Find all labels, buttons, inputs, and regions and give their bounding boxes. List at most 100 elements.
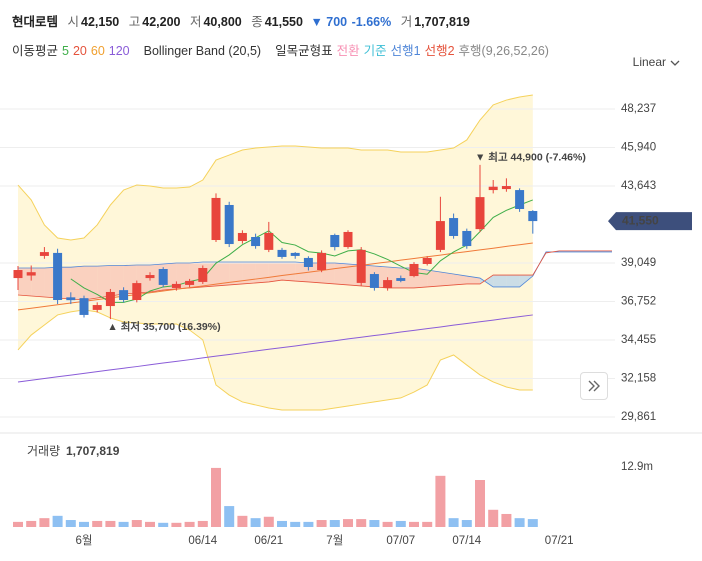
- volume-title: 거래량: [27, 444, 60, 458]
- volume-bar: [118, 521, 129, 527]
- volume-bar: [263, 516, 274, 527]
- candle-body: [171, 283, 181, 288]
- candle-body: [356, 249, 366, 283]
- candle-body: [488, 186, 498, 191]
- label: 종: [251, 15, 263, 29]
- label: 저: [189, 15, 202, 29]
- x-tick-label: 07/14: [452, 535, 481, 547]
- candle-body: [303, 257, 313, 267]
- scroll-right-button[interactable]: [580, 372, 608, 400]
- y-tick-label: 36,752: [621, 296, 656, 308]
- chevron: [670, 60, 680, 66]
- cloud-fill: [334, 262, 348, 285]
- volume-bar: [329, 520, 340, 527]
- ma-line: [70, 199, 533, 303]
- volume-bar: [211, 467, 221, 527]
- label: 시: [67, 15, 80, 29]
- annotation-low: ▲ 최저 35,700 (16.39%): [107, 320, 220, 333]
- volume-bar: [250, 518, 261, 527]
- label: 고: [128, 15, 141, 29]
- scale-mode[interactable]: Linear: [632, 55, 666, 69]
- price-badge-label: 41,550: [622, 214, 659, 228]
- candle-body: [383, 280, 393, 288]
- value: 1,707,819: [414, 15, 470, 29]
- y-tick-label: 32,158: [621, 373, 656, 385]
- volume-bar: [92, 520, 103, 527]
- legend-entry: 기준: [363, 44, 387, 58]
- legend-entry: 120: [108, 44, 130, 58]
- cloud-fill: [440, 272, 454, 286]
- candle-body: [343, 231, 353, 248]
- cloud-fill: [229, 261, 243, 285]
- span2-line: [17, 250, 612, 301]
- volume-bar: [131, 520, 142, 527]
- candle-body: [26, 272, 36, 276]
- x-tick-label: 07/21: [545, 535, 574, 547]
- candle-body: [132, 283, 142, 301]
- y-tick-label: 29,861: [621, 411, 656, 423]
- y-tick-label: 48,237: [621, 103, 656, 115]
- volume-bar: [409, 521, 419, 527]
- candle-body: [435, 221, 445, 250]
- annotation-high: ▼ 최고 44,900 (-7.46%): [475, 151, 586, 164]
- candle-body: [13, 270, 23, 279]
- volume-bar: [395, 520, 406, 527]
- volume-bar: [475, 480, 485, 527]
- legend-entry: 전환: [336, 44, 360, 58]
- volume-value: 1,707,819: [66, 444, 120, 458]
- x-tick-label: 07/07: [386, 535, 415, 547]
- cloud-fill: [268, 261, 282, 282]
- candle-body: [396, 278, 406, 281]
- volume-bar: [343, 519, 353, 527]
- candle-body: [92, 305, 102, 310]
- y-tick-label: 45,940: [621, 142, 656, 154]
- volume-bar: [514, 518, 525, 527]
- volume-bar: [237, 515, 248, 527]
- volume-bar: [303, 521, 314, 527]
- candle-body: [409, 263, 419, 277]
- volume-bar: [52, 515, 63, 527]
- legend-entry: 이동평균: [12, 44, 59, 58]
- volume-bar: [197, 520, 208, 527]
- volume-bar: [461, 520, 472, 527]
- candle-body: [369, 274, 379, 288]
- legend-entry: Bollinger Band (20,5): [143, 44, 262, 58]
- candle-body: [515, 190, 525, 210]
- candle-body: [462, 230, 472, 247]
- stock-name: 현대로템: [12, 15, 59, 29]
- candle-body: [39, 252, 49, 256]
- candle-body: [237, 232, 247, 242]
- candle-body: [251, 236, 261, 247]
- volume-bar: [277, 520, 287, 527]
- volume-bar: [65, 520, 76, 527]
- candle-body: [422, 257, 432, 264]
- volume-bar: [26, 520, 37, 527]
- cloud-fill: [480, 275, 494, 287]
- scale-selector[interactable]: Linear: [633, 55, 680, 69]
- volume-bar: [39, 518, 50, 527]
- candle-body: [317, 252, 327, 271]
- candle-body: [449, 218, 459, 236]
- candle-body: [277, 249, 287, 257]
- legend-entry: 일목균형표: [275, 44, 333, 58]
- candle-body: [198, 268, 208, 282]
- candle-body: [224, 204, 234, 245]
- change: ▼ 700: [310, 15, 348, 29]
- candle-body: [119, 290, 129, 301]
- cloud-fill: [255, 261, 269, 283]
- candle-body: [185, 280, 195, 285]
- volume-tick-label: 12.9m: [621, 461, 653, 473]
- volume-bar: [171, 522, 182, 527]
- volume-bar: [316, 520, 327, 527]
- value: 42,150: [81, 15, 120, 29]
- cloud-fill: [97, 265, 111, 299]
- legend-entry: 60: [90, 44, 105, 58]
- cloud-fill: [506, 275, 520, 287]
- bollinger-upper: [17, 94, 533, 241]
- volume-bar: [290, 521, 301, 527]
- ma-line: [17, 314, 533, 383]
- cloud-fill: [282, 261, 296, 282]
- volume-bar: [369, 520, 380, 527]
- x-tick-label: 6월: [76, 534, 93, 547]
- cloud-fill: [493, 275, 507, 287]
